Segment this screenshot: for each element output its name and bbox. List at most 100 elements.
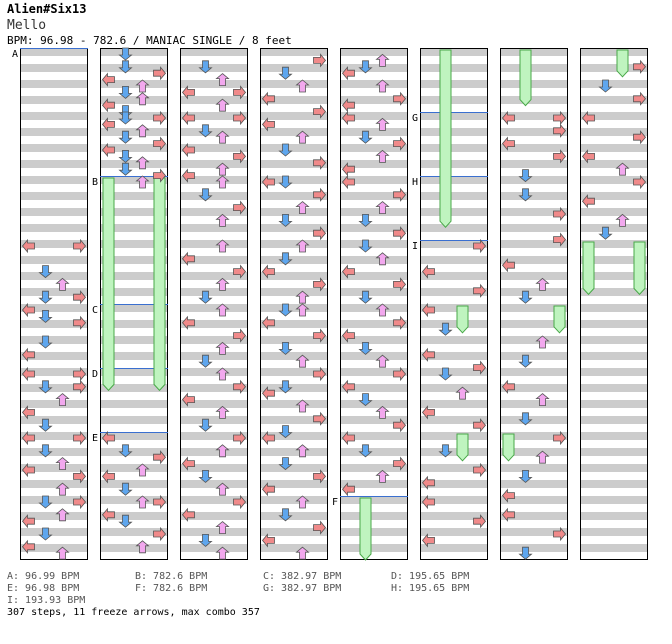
beat-stripe xyxy=(180,112,248,120)
up-arrow-note xyxy=(295,79,310,93)
beat-stripe xyxy=(500,112,568,120)
down-arrow-note xyxy=(518,188,533,202)
beat-stripe xyxy=(340,288,408,296)
beat-stripe xyxy=(420,192,488,200)
beat-stripe xyxy=(420,112,488,120)
bpm-legend-a: A: 96.99 BPM xyxy=(7,571,80,582)
down-arrow-note xyxy=(38,309,53,323)
up-arrow-note xyxy=(215,521,230,534)
left-arrow-note xyxy=(101,98,115,113)
beat-stripe xyxy=(260,128,328,136)
down-arrow-note xyxy=(118,47,133,61)
right-arrow-note xyxy=(313,469,327,484)
right-arrow-note xyxy=(73,366,87,382)
beat-stripe xyxy=(100,128,168,136)
beat-stripe xyxy=(180,304,248,312)
up-arrow-note xyxy=(135,540,150,554)
beat-stripe xyxy=(260,496,328,504)
beat-stripe xyxy=(500,288,568,296)
beat-stripe xyxy=(180,432,248,440)
beat-stripe xyxy=(340,464,408,472)
left-arrow-note xyxy=(421,533,435,548)
beat-stripe xyxy=(420,368,488,376)
down-arrow-note xyxy=(118,111,133,125)
down-arrow-note xyxy=(358,290,373,304)
beat-stripe xyxy=(500,208,568,216)
beat-stripe xyxy=(420,416,488,424)
beat-stripe xyxy=(260,336,328,344)
beat-stripe xyxy=(100,512,168,520)
beat-stripe xyxy=(580,96,648,104)
right-arrow-note xyxy=(313,226,327,241)
beat-stripe xyxy=(580,224,648,232)
beat-stripe xyxy=(500,528,568,536)
beat-stripe xyxy=(500,192,568,200)
beat-stripe xyxy=(580,128,648,136)
beat-stripe xyxy=(500,384,568,392)
beat-stripe xyxy=(20,112,88,120)
beat-stripe xyxy=(20,352,88,360)
beat-stripe xyxy=(580,64,648,72)
beat-stripe xyxy=(100,256,168,264)
beat-stripe xyxy=(580,544,648,552)
down-arrow-note xyxy=(118,514,133,528)
up-arrow-note xyxy=(455,386,470,400)
up-arrow-note xyxy=(535,335,550,349)
up-arrow-note xyxy=(215,444,230,458)
beat-stripe xyxy=(180,464,248,472)
beat-stripe xyxy=(340,112,408,120)
beat-stripe xyxy=(340,208,408,216)
bpm-marker-label: E xyxy=(92,433,98,444)
down-arrow-note xyxy=(38,380,53,394)
right-arrow-note xyxy=(233,430,247,446)
beat-stripe xyxy=(20,544,88,552)
bpm-legend-d: D: 195.65 BPM xyxy=(391,571,470,582)
beat-stripe xyxy=(100,192,168,200)
down-arrow-note xyxy=(358,393,373,407)
left-arrow-note xyxy=(581,194,595,209)
down-arrow-note xyxy=(118,130,133,144)
beat-stripe xyxy=(180,128,248,136)
down-arrow-note xyxy=(38,265,53,279)
beat-stripe xyxy=(340,144,408,152)
down-arrow-note xyxy=(118,162,133,176)
beat-stripe xyxy=(260,416,328,424)
beat-stripe xyxy=(180,192,248,200)
up-arrow-note xyxy=(215,277,230,291)
beat-stripe xyxy=(420,448,488,456)
bpm-legend-i: I: 193.93 BPM xyxy=(7,595,86,606)
up-arrow-note xyxy=(375,252,390,266)
beat-stripe xyxy=(100,416,168,424)
up-arrow-note xyxy=(215,213,230,227)
beat-stripe xyxy=(180,400,248,408)
beat-stripe xyxy=(260,96,328,104)
right-arrow-note xyxy=(633,130,647,145)
left-arrow-note xyxy=(101,430,115,446)
left-arrow-note xyxy=(21,302,35,318)
chart-column-3 xyxy=(180,48,248,560)
beat-stripe xyxy=(340,272,408,280)
down-arrow-note xyxy=(358,341,373,355)
beat-stripe xyxy=(340,544,408,552)
right-arrow-note xyxy=(73,290,87,305)
bpm-marker-label: A xyxy=(12,49,18,60)
beat-stripe xyxy=(500,416,568,424)
right-arrow-note xyxy=(313,411,327,426)
up-arrow-note xyxy=(135,175,150,189)
beat-stripe xyxy=(260,256,328,264)
beat-stripe xyxy=(340,224,408,232)
up-arrow-note xyxy=(135,124,150,138)
beat-stripe xyxy=(260,320,328,328)
bpm-legend-e: E: 96.98 BPM xyxy=(7,583,80,594)
beat-stripe xyxy=(420,128,488,136)
beat-stripe xyxy=(340,400,408,408)
beat-stripe xyxy=(260,480,328,488)
beat-stripe xyxy=(500,512,568,520)
left-arrow-note xyxy=(421,475,435,490)
beat-stripe xyxy=(500,352,568,360)
beat-stripe xyxy=(500,432,568,440)
beat-stripe xyxy=(100,400,168,408)
beat-stripe xyxy=(20,512,88,520)
beat-stripe xyxy=(180,320,248,328)
down-arrow-note xyxy=(598,79,613,93)
